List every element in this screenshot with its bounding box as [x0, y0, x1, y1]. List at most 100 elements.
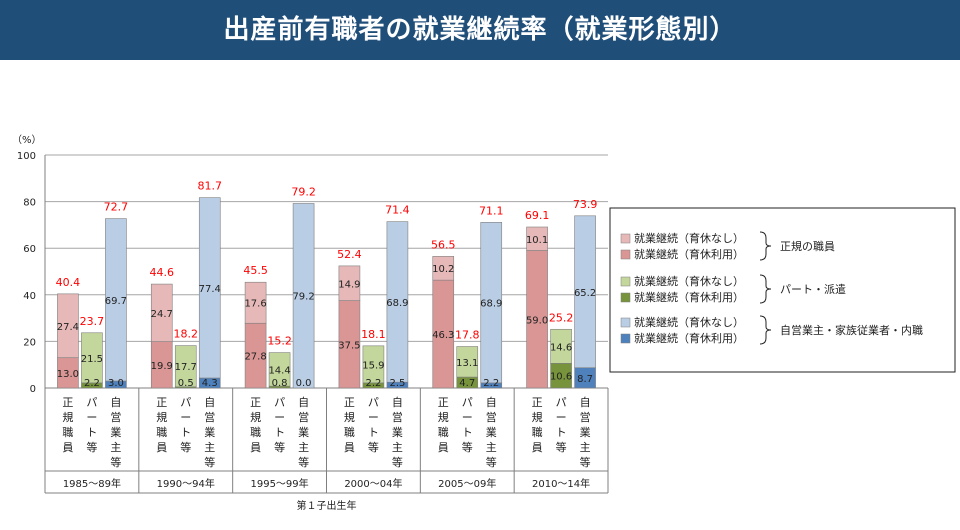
bar-segment: [292, 203, 315, 389]
bar-segment: [338, 265, 361, 301]
bar-category-label: 主: [298, 441, 309, 454]
bar-category-label: ト: [180, 426, 191, 439]
total-label: 18.2: [174, 328, 199, 341]
data-label: 27.8: [244, 352, 266, 363]
bar-category-label: 等: [392, 455, 403, 469]
bar-category-label: 規: [532, 410, 543, 424]
bar-category-label: 職: [438, 426, 449, 439]
bar-category-label: パ: [556, 396, 567, 409]
legend-brace: [759, 231, 772, 261]
data-label: 68.9: [480, 299, 502, 310]
legend-swatch: [620, 276, 631, 287]
bar-category-label: 自: [298, 396, 309, 409]
bar-category-label: 正: [344, 396, 355, 409]
bar-category-label: 正: [532, 396, 543, 409]
period-label: 1995～99年: [250, 477, 308, 490]
bar-category-label: ト: [462, 426, 473, 439]
total-label: 25.2: [549, 311, 574, 324]
data-label: 2.5: [389, 378, 405, 389]
y-tick-label: 100: [17, 151, 36, 162]
legend-entry-label: 就業継続（育休利用）: [634, 247, 744, 261]
data-label: 4.3: [202, 378, 218, 389]
bar-category-label: 主: [204, 441, 215, 454]
period-label: 1985～89年: [63, 477, 121, 490]
data-label: 77.4: [199, 284, 221, 295]
total-label: 69.1: [525, 209, 550, 222]
bar-category-label: 職: [250, 426, 261, 439]
legend-entry-label: 就業継続（育休利用）: [634, 290, 744, 304]
bar-category-label: 正: [438, 396, 449, 409]
legend-swatch: [620, 333, 631, 344]
data-label: 3.0: [108, 378, 124, 389]
total-label: 45.5: [243, 264, 268, 277]
total-label: 44.6: [150, 266, 175, 279]
data-label: 37.5: [338, 340, 360, 351]
bar-segment: [174, 345, 197, 388]
bar-category-label: 職: [344, 426, 355, 439]
bar-category-label: 自: [204, 396, 215, 409]
data-label: 2.2: [365, 378, 381, 389]
total-label: 73.9: [573, 198, 598, 211]
bar-segment: [526, 226, 548, 251]
bar-category-label: 規: [344, 410, 355, 424]
bar-category-label: 等: [86, 440, 97, 454]
bar-category-label: 員: [156, 441, 167, 454]
bar-category-label: 営: [298, 410, 309, 424]
bar-segment: [150, 283, 173, 342]
bar-segment: [456, 346, 479, 378]
total-label: 52.4: [337, 248, 362, 261]
y-tick-label: 0: [30, 384, 36, 395]
bar-segment: [105, 218, 127, 382]
bar-category-label: 営: [392, 410, 403, 424]
bar-category-label: 主: [392, 441, 403, 454]
bar-segment: [386, 221, 409, 383]
data-label: 13.1: [456, 358, 478, 369]
bar-category-label: パ: [462, 396, 473, 409]
total-label: 17.8: [455, 329, 480, 342]
bar-category-label: 等: [204, 455, 215, 469]
bar-category-label: 等: [486, 455, 497, 469]
total-label: 79.2: [291, 185, 316, 198]
bar-category-label: 正: [250, 396, 261, 409]
data-label: 17.7: [175, 362, 197, 373]
y-tick-label: 40: [23, 291, 36, 302]
data-label: 69.7: [105, 296, 127, 307]
data-label: 68.9: [386, 298, 408, 309]
period-label: 2010～14年: [532, 477, 590, 490]
bar-category-label: 営: [204, 410, 215, 424]
total-label: 56.5: [431, 238, 456, 251]
data-label: 14.9: [338, 279, 360, 290]
legend-swatch: [620, 317, 631, 328]
bar-category-label: 職: [532, 426, 543, 439]
bar-segment: [480, 222, 503, 384]
total-label: 71.1: [479, 204, 504, 217]
bar-segment: [574, 215, 596, 369]
bar-category-label: 主: [486, 441, 497, 454]
data-label: 10.1: [526, 235, 548, 246]
legend-entry-label: 就業継続（育休利用）: [634, 331, 744, 345]
legend-swatch: [620, 292, 631, 303]
bar-category-label: 等: [298, 455, 309, 469]
bar-segment: [362, 345, 385, 384]
bar-category-label: ト: [274, 426, 285, 439]
bar-category-label: 業: [392, 426, 403, 439]
data-label: 46.3: [432, 330, 454, 341]
y-tick-label: 20: [23, 337, 36, 348]
data-label: 65.2: [574, 288, 596, 299]
bar-category-label: 業: [204, 426, 215, 439]
data-label: 15.9: [362, 360, 384, 371]
legend-entry-label: 就業継続（育休なし）: [634, 315, 744, 329]
legend-entry-label: 就業継続（育休なし）: [634, 231, 744, 245]
bar-category-label: 自: [392, 396, 403, 409]
data-label: 4.7: [459, 378, 475, 389]
total-label: 81.7: [198, 180, 223, 193]
bar-category-label: 正: [156, 396, 167, 409]
bar-category-label: 規: [438, 410, 449, 424]
bar-category-label: 自: [486, 396, 497, 409]
bar-category-label: ー: [556, 411, 567, 424]
data-label: 59.0: [526, 315, 548, 326]
bar-category-label: 営: [110, 410, 121, 424]
data-label: 19.9: [151, 361, 173, 372]
period-label: 1990～94年: [157, 477, 215, 490]
bar-category-label: 職: [62, 426, 73, 439]
